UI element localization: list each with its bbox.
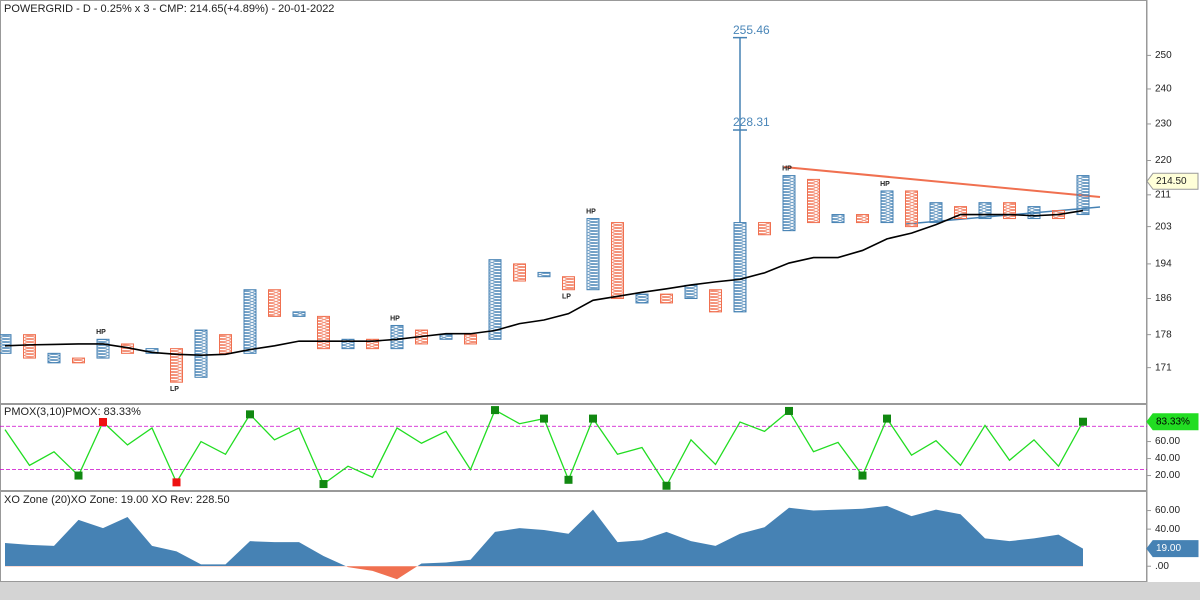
x-column bbox=[341, 338, 355, 350]
current-value-box bbox=[1146, 172, 1199, 190]
y-tick-label: 220 bbox=[1155, 155, 1172, 166]
x-column bbox=[978, 202, 992, 220]
o-column bbox=[562, 276, 575, 291]
x-column bbox=[243, 289, 257, 354]
y-tick-label: 40.00 bbox=[1155, 453, 1180, 464]
current-value-box bbox=[1146, 413, 1199, 431]
pivot-label: HP bbox=[880, 181, 890, 188]
o-column bbox=[807, 178, 820, 224]
y-tick-label: 171 bbox=[1155, 362, 1172, 373]
signal-marker bbox=[564, 475, 573, 484]
x-column bbox=[488, 259, 502, 340]
o-column bbox=[317, 315, 330, 350]
pmox-title: PMOX(3,10)PMOX: 83.33% bbox=[4, 406, 141, 418]
signal-marker bbox=[319, 480, 328, 489]
x-column bbox=[537, 271, 551, 278]
y-tick-label: 230 bbox=[1155, 119, 1172, 130]
spike-label: 228.31 bbox=[733, 115, 770, 129]
signal-marker bbox=[540, 414, 548, 423]
x-column bbox=[880, 190, 894, 224]
x-column bbox=[733, 222, 747, 313]
price-title: POWERGRID - D - 0.25% x 3 - CMP: 214.65(… bbox=[4, 3, 334, 15]
signal-marker bbox=[74, 471, 83, 480]
x-column bbox=[194, 329, 208, 378]
o-column bbox=[758, 222, 771, 236]
y-tick-label: 40.00 bbox=[1155, 524, 1180, 535]
x-column bbox=[292, 311, 306, 317]
y-tick-label: 203 bbox=[1155, 221, 1172, 232]
signal-marker bbox=[99, 418, 107, 426]
y-tick-label: 186 bbox=[1155, 293, 1172, 304]
signal-marker bbox=[883, 414, 891, 423]
x-column bbox=[586, 218, 600, 291]
o-column bbox=[660, 293, 673, 304]
pivot-label: LP bbox=[562, 294, 571, 301]
x-column bbox=[1076, 175, 1090, 216]
pivot-label: HP bbox=[96, 329, 106, 336]
x-column bbox=[0, 334, 12, 354]
x-column bbox=[390, 324, 404, 350]
spike-label: 255.46 bbox=[733, 23, 770, 37]
x-column bbox=[929, 202, 943, 224]
o-column bbox=[268, 289, 281, 317]
current-value-label: 83.33% bbox=[1156, 416, 1190, 427]
y-tick-label: 178 bbox=[1155, 329, 1172, 340]
o-column bbox=[366, 338, 379, 350]
signal-marker bbox=[491, 406, 499, 415]
signal-marker bbox=[589, 414, 597, 423]
signal-marker bbox=[662, 481, 671, 490]
resistance-trendline bbox=[783, 166, 1101, 198]
x-column bbox=[439, 334, 453, 340]
y-tick-label: 211 bbox=[1155, 189, 1171, 200]
x-column bbox=[782, 175, 796, 232]
current-value-label: 214.50 bbox=[1156, 176, 1187, 187]
y-tick-label: 194 bbox=[1155, 259, 1172, 270]
x-column bbox=[1027, 206, 1041, 220]
pivot-label: HP bbox=[586, 208, 596, 215]
signal-marker bbox=[172, 478, 181, 487]
y-tick-label: 20.00 bbox=[1155, 470, 1180, 481]
o-column bbox=[72, 357, 85, 364]
signal-marker bbox=[246, 410, 254, 419]
x-column bbox=[96, 338, 110, 359]
current-value-label: 19.00 bbox=[1156, 543, 1181, 554]
o-column bbox=[513, 263, 526, 282]
xo-title: XO Zone (20)XO Zone: 19.00 XO Rev: 228.5… bbox=[4, 494, 230, 506]
o-column bbox=[464, 334, 477, 345]
current-value-box bbox=[1146, 540, 1199, 558]
o-column bbox=[905, 190, 918, 228]
x-column bbox=[635, 293, 649, 304]
pivot-label: HP bbox=[390, 315, 400, 322]
o-column bbox=[856, 214, 869, 224]
pivot-label: HP bbox=[782, 165, 792, 172]
y-tick-label: 60.00 bbox=[1155, 436, 1180, 447]
o-column bbox=[23, 334, 36, 359]
o-column bbox=[709, 289, 722, 313]
status-strip bbox=[0, 582, 1200, 600]
y-tick-label: 60.00 bbox=[1155, 505, 1180, 516]
o-column bbox=[170, 348, 183, 383]
x-column bbox=[47, 352, 61, 364]
o-column bbox=[1003, 202, 1016, 220]
o-column bbox=[954, 206, 967, 220]
y-tick-label: 250 bbox=[1155, 50, 1172, 61]
y-tick-label: 240 bbox=[1155, 84, 1172, 95]
moving-average bbox=[4, 209, 1084, 357]
x-column bbox=[684, 284, 698, 300]
signal-marker bbox=[1079, 417, 1087, 426]
x-column bbox=[831, 214, 845, 224]
signal-marker bbox=[858, 471, 867, 480]
pivot-label: LP bbox=[170, 386, 179, 393]
signal-marker bbox=[785, 406, 793, 415]
o-column bbox=[219, 334, 232, 354]
y-tick-label: .00 bbox=[1155, 561, 1169, 572]
xo-zone-area bbox=[5, 505, 1083, 580]
o-column bbox=[611, 222, 624, 300]
